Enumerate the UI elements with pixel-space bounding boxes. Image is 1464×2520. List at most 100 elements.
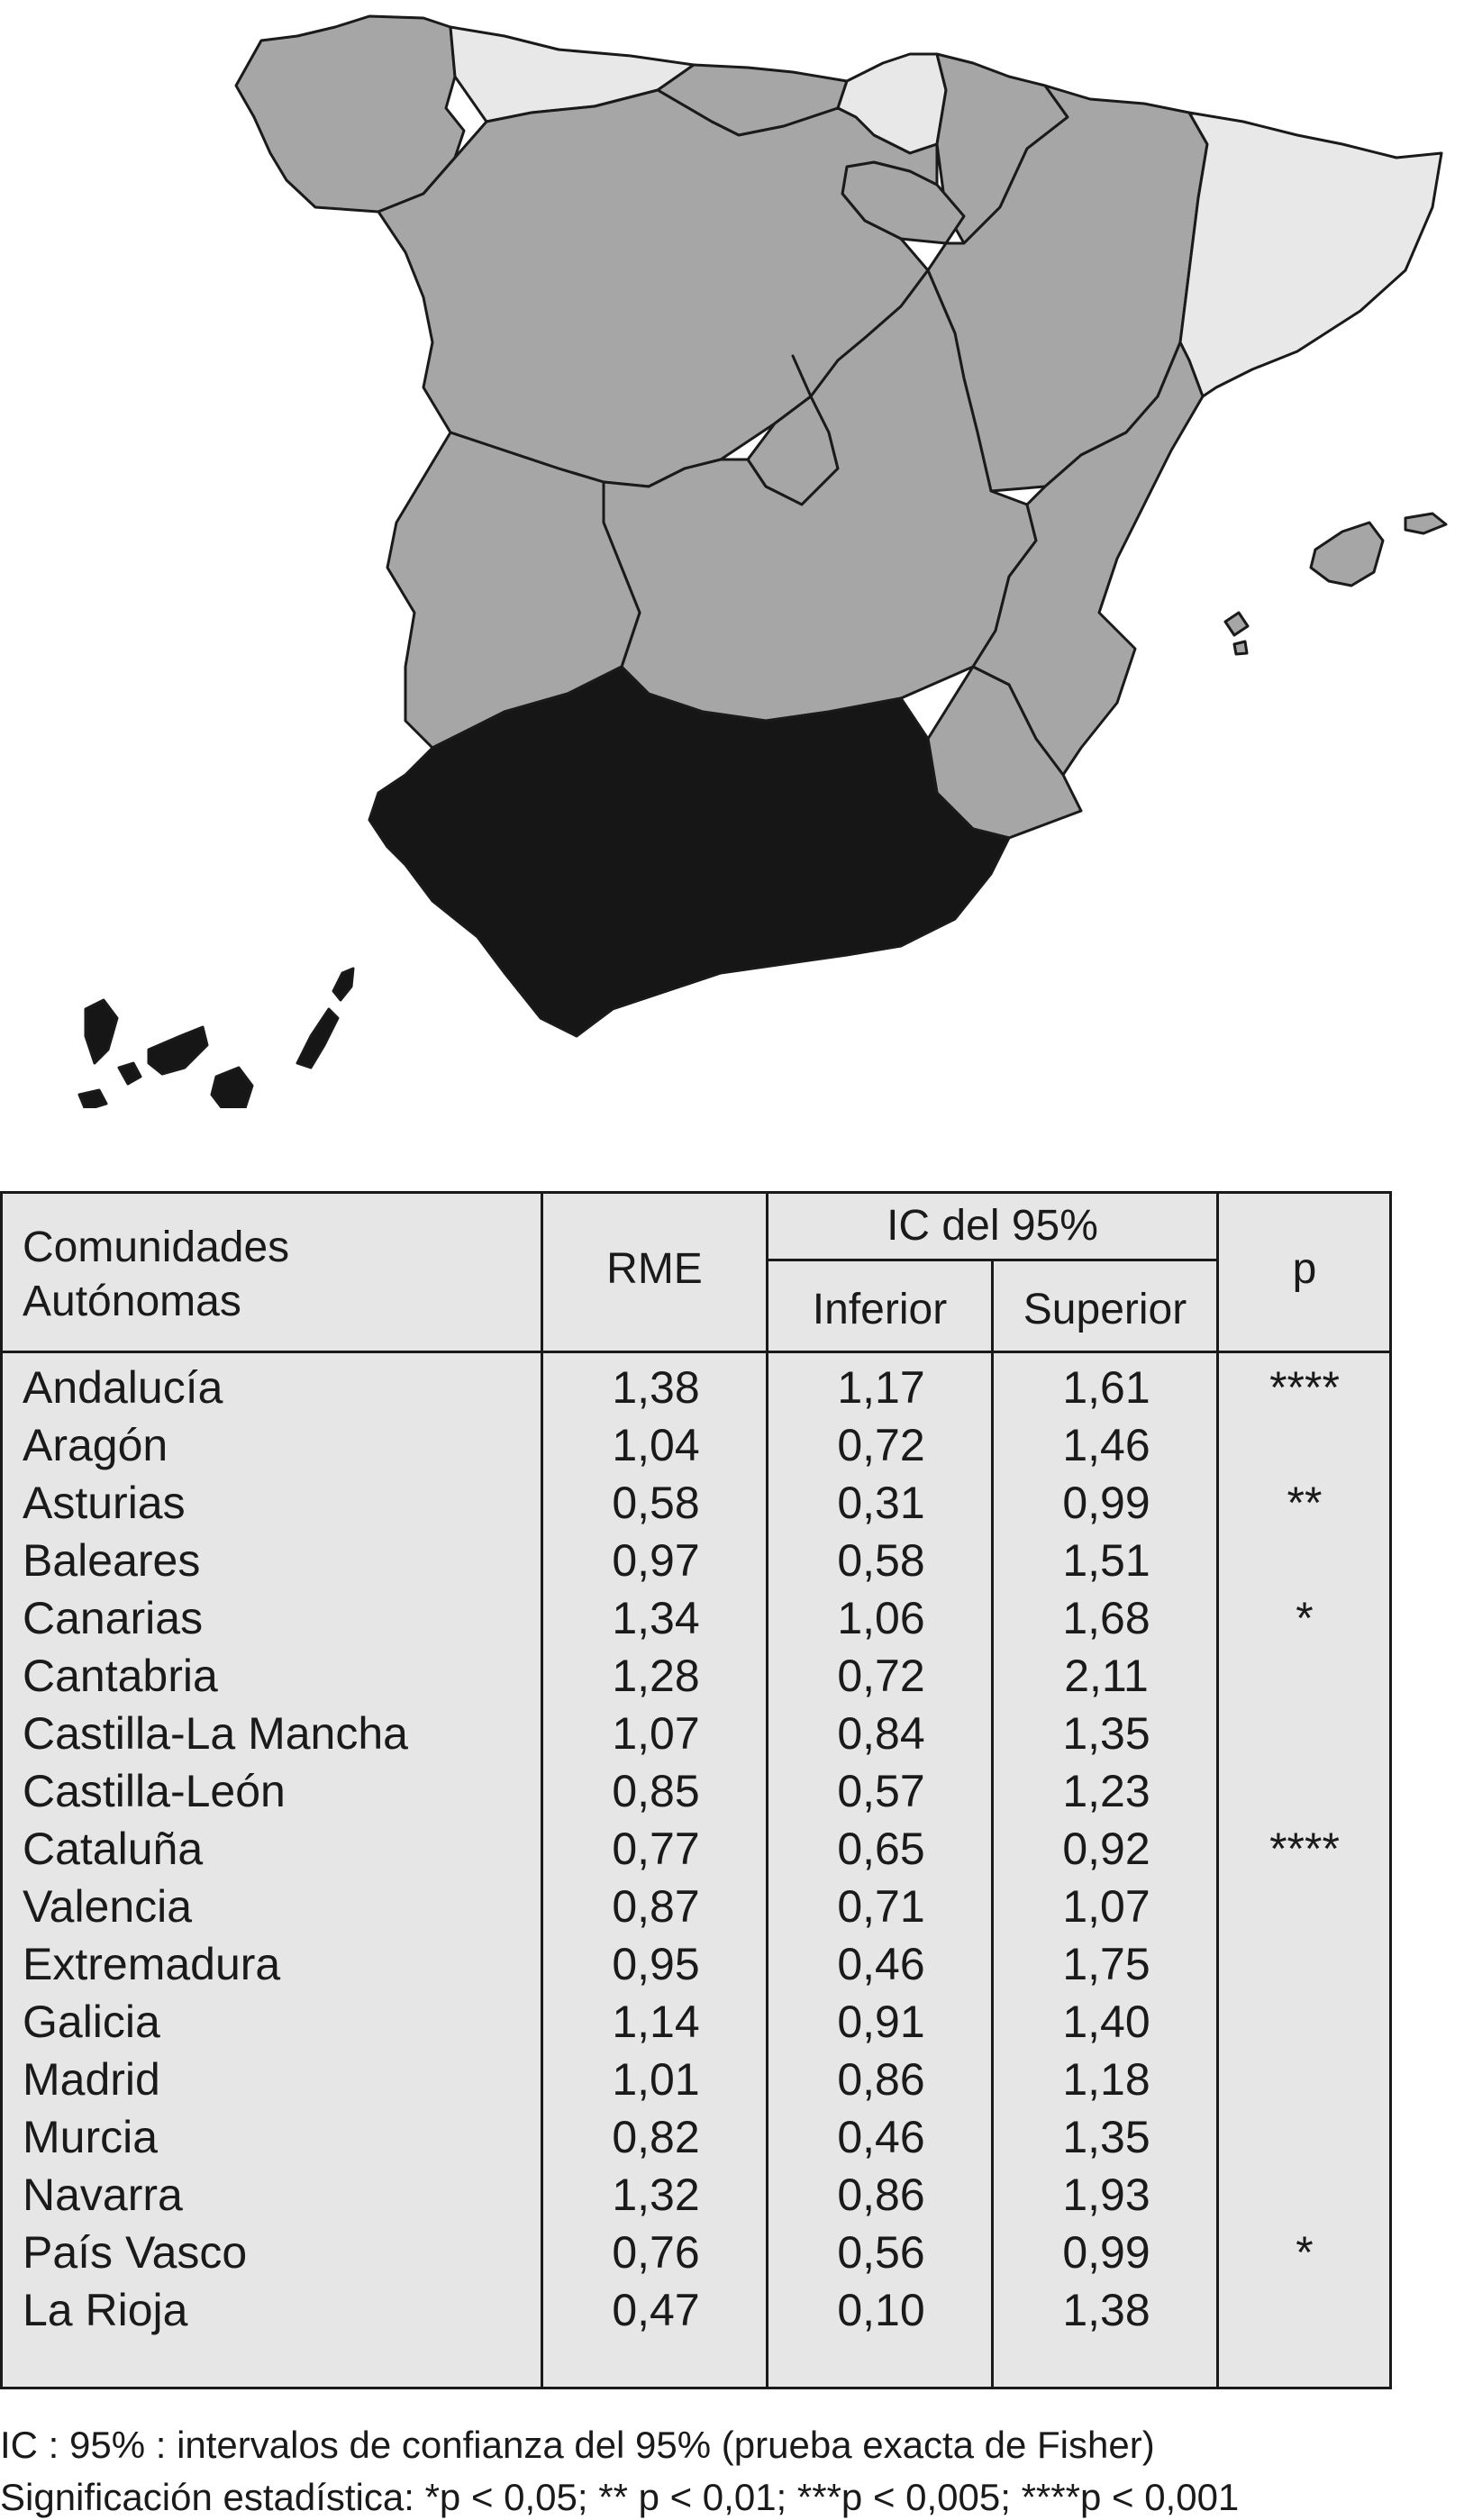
region-canarias-gomera: [117, 1061, 142, 1086]
cell-upper: 1,38: [1062, 2285, 1150, 2335]
region-canarias-grancanaria: [210, 1066, 254, 1108]
header-ci: IC del 95%: [887, 1202, 1098, 1250]
table-divider: [991, 1261, 994, 2387]
table-row: Aragón 1,04 0,72 1,46: [3, 1416, 1389, 1474]
cell-upper: 2,11: [1064, 1651, 1149, 1701]
header-upper: Superior: [1023, 1286, 1187, 1333]
header-rme: RME: [606, 1245, 703, 1293]
cell-upper: 1,18: [1062, 2054, 1150, 2105]
cell-p: *: [1296, 2227, 1314, 2278]
cell-rme: 0,87: [612, 1881, 700, 1932]
table-row: Asturias 0,58 0,31 0,99 **: [3, 1474, 1389, 1532]
table-row: La Rioja 0,47 0,10 1,38: [3, 2281, 1389, 2339]
header-region: Comunidades Autónomas: [23, 1224, 290, 1325]
cell-rme: 0,85: [612, 1766, 700, 1816]
cell-lower: 0,65: [837, 1824, 925, 1874]
region-castilla-leon: [377, 88, 939, 488]
table-row: Canarias 1,34 1,06 1,68 *: [3, 1589, 1389, 1647]
cell-upper: 1,46: [1062, 1420, 1150, 1470]
cell-region: Baleares: [23, 1535, 201, 1586]
region-canarias-fuerteventura: [296, 1007, 340, 1069]
cell-rme: 0,76: [612, 2227, 700, 2278]
cell-upper: 0,99: [1062, 2227, 1150, 2278]
cell-upper: 1,68: [1062, 1593, 1150, 1643]
region-baleares-menorca: [1404, 512, 1448, 535]
table-row: Andalucía 1,38 1,17 1,61 ****: [3, 1359, 1389, 1416]
region-baleares-mallorca: [1309, 521, 1385, 587]
cell-p: ****: [1269, 1824, 1340, 1874]
cell-lower: 0,86: [837, 2054, 925, 2105]
cell-rme: 1,34: [612, 1593, 700, 1643]
cell-upper: 1,93: [1062, 2170, 1150, 2220]
table-row: Extremadura 0,95 0,46 1,75: [3, 1935, 1389, 1993]
table-subheader-rule: [766, 1259, 1219, 1261]
table-row: Navarra 1,32 0,86 1,93: [3, 2166, 1389, 2224]
cell-rme: 1,32: [612, 2170, 700, 2220]
spain-choropleth-map: [0, 0, 1464, 1108]
table-row: Baleares 0,97 0,58 1,51: [3, 1532, 1389, 1589]
cell-rme: 0,58: [612, 1478, 700, 1528]
footnote-significance: Significación estadística: *p < 0,05; **…: [0, 2476, 1240, 2518]
cell-lower: 0,91: [837, 1997, 925, 2047]
cell-p: **: [1287, 1478, 1323, 1528]
rme-table: Comunidades Autónomas RME IC del 95% Inf…: [0, 1191, 1392, 2389]
cell-region: Murcia: [23, 2112, 159, 2162]
cell-region: Andalucía: [23, 1362, 223, 1413]
region-galicia: [234, 14, 466, 214]
region-andalucia: [368, 665, 1011, 1038]
cell-rme: 0,77: [612, 1824, 700, 1874]
cell-upper: 1,07: [1062, 1881, 1150, 1932]
cell-region: Canarias: [23, 1593, 204, 1643]
cell-lower: 0,84: [837, 1708, 925, 1759]
cell-region: Aragón: [23, 1420, 168, 1470]
cell-region: La Rioja: [23, 2285, 188, 2335]
cell-lower: 0,56: [837, 2227, 925, 2278]
table-header-rule: [3, 1351, 1389, 1353]
region-valencia: [971, 341, 1205, 777]
table-row: País Vasco 0,76 0,56 0,99 *: [3, 2224, 1389, 2281]
region-canarias-lapalma: [84, 998, 119, 1065]
map-svg: [77, 14, 1448, 1108]
table-row: Valencia 0,87 0,71 1,07: [3, 1878, 1389, 1935]
cell-region: Extremadura: [23, 1939, 281, 1989]
table-divider: [541, 1194, 543, 2387]
cell-lower: 0,46: [837, 2112, 925, 2162]
region-baleares-formentera: [1232, 640, 1249, 656]
table-divider: [766, 1194, 768, 2387]
cell-region: Castilla-La Mancha: [23, 1708, 408, 1759]
cell-rme: 1,14: [612, 1997, 700, 2047]
cell-lower: 0,57: [837, 1766, 925, 1816]
cell-p: ****: [1269, 1362, 1340, 1413]
table-row: Murcia 0,82 0,46 1,35: [3, 2108, 1389, 2166]
table-divider: [1216, 1194, 1219, 2387]
cell-region: Galicia: [23, 1997, 160, 2047]
table-row: Castilla-La Mancha 1,07 0,84 1,35: [3, 1705, 1389, 1762]
cell-rme: 0,47: [612, 2285, 700, 2335]
region-canarias-hierro: [77, 1088, 108, 1108]
cell-upper: 0,99: [1062, 1478, 1150, 1528]
cell-rme: 1,28: [612, 1651, 700, 1701]
cell-region: Cataluña: [23, 1824, 204, 1874]
cell-lower: 1,17: [837, 1362, 925, 1413]
cell-lower: 0,31: [837, 1478, 925, 1528]
cell-rme: 0,95: [612, 1939, 700, 1989]
cell-p: *: [1296, 1593, 1314, 1643]
header-p: p: [1292, 1245, 1317, 1293]
cell-upper: 1,40: [1062, 1997, 1150, 2047]
header-lower: Inferior: [812, 1286, 948, 1333]
footnote-ci: IC : 95% : intervalos de confianza del 9…: [0, 2424, 1155, 2466]
cell-upper: 1,75: [1062, 1939, 1150, 1989]
cell-region: Asturias: [23, 1478, 186, 1528]
cell-rme: 1,07: [612, 1708, 700, 1759]
cell-lower: 0,71: [837, 1881, 925, 1932]
cell-region: Navarra: [23, 2170, 183, 2220]
region-cataluna: [1178, 111, 1443, 398]
region-baleares-ibiza: [1223, 611, 1250, 637]
region-canarias-lanzarote: [332, 967, 355, 1002]
cell-lower: 0,46: [837, 1939, 925, 1989]
cell-upper: 1,35: [1062, 2112, 1150, 2162]
table-row: Galicia 1,14 0,91 1,40: [3, 1993, 1389, 2051]
cell-region: Castilla-León: [23, 1766, 286, 1816]
cell-upper: 1,23: [1062, 1766, 1150, 1816]
cell-lower: 0,72: [837, 1651, 925, 1701]
